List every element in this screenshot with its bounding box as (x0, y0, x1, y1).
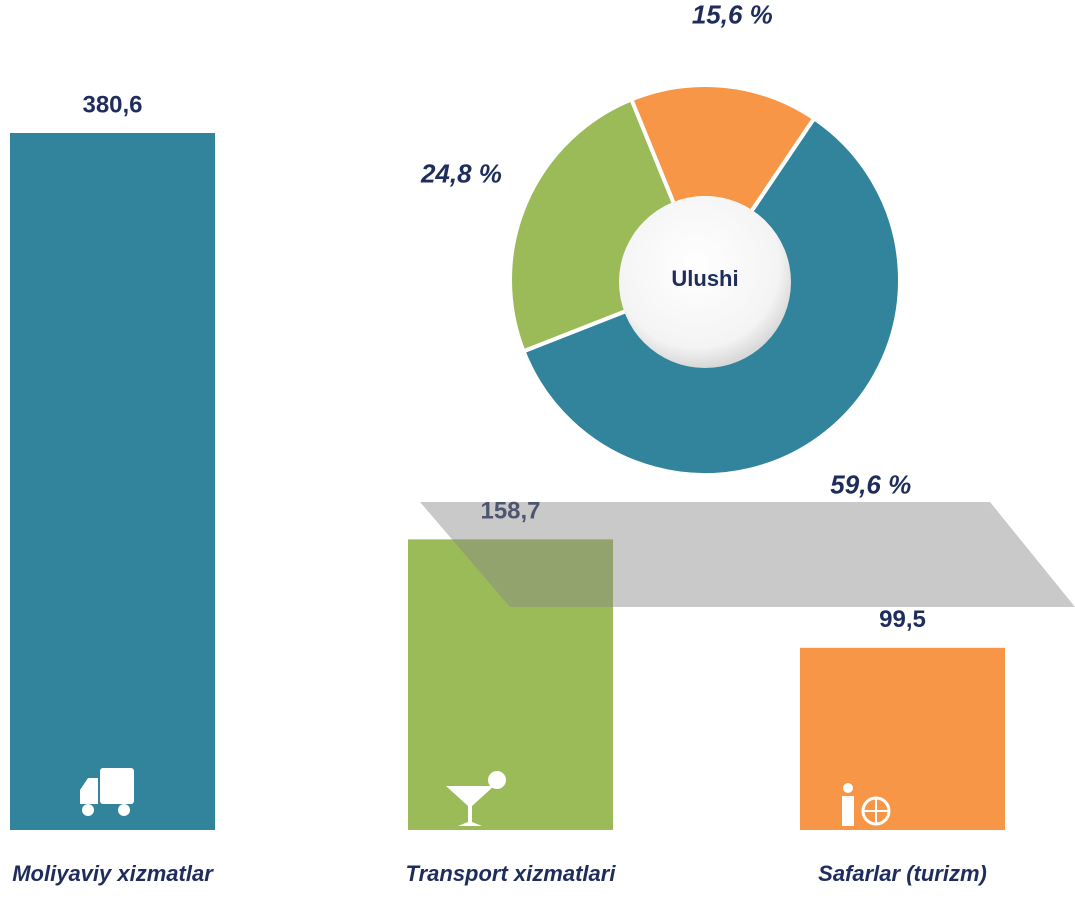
tourist-icon (842, 783, 891, 826)
center-label: Ulushi (671, 266, 738, 291)
category-label: Safarlar (turizm) (818, 861, 987, 886)
value-label: 380,6 (82, 91, 142, 118)
segment-label: 59,6 % (830, 470, 911, 500)
cocktail-icon (446, 771, 506, 826)
bars: 380,6 158,7 99,5 (10, 91, 1005, 830)
segment-label: 15,6 % (692, 0, 773, 29)
truck-icon (80, 768, 134, 816)
value-label: 99,5 (879, 606, 926, 633)
category-label: Transport xizmatlari (405, 861, 616, 886)
icons (80, 768, 891, 826)
value-label: 158,7 (480, 498, 540, 525)
segment-label: 24,8 % (420, 158, 502, 188)
bar (408, 539, 613, 830)
shadow-band (420, 502, 1075, 607)
donut-hole (619, 196, 791, 368)
category-label: Moliyaviy xizmatlar (12, 861, 213, 886)
bar (10, 133, 215, 830)
bar (800, 647, 1005, 830)
donut: 59,6 % 24,8 % 15,6 % Ulushi (420, 0, 911, 500)
